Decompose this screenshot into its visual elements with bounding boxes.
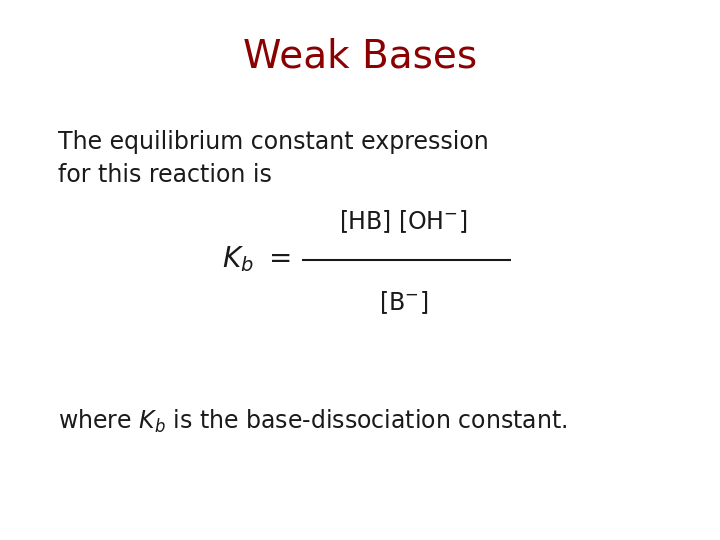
Text: Weak Bases: Weak Bases: [243, 38, 477, 76]
Text: where $K_b$ is the base-dissociation constant.: where $K_b$ is the base-dissociation con…: [58, 408, 567, 435]
Text: The equilibrium constant expression
for this reaction is: The equilibrium constant expression for …: [58, 130, 488, 187]
Text: [HB] [OH$^{\mathsf{-}}$]: [HB] [OH$^{\mathsf{-}}$]: [339, 208, 467, 235]
Text: =: =: [269, 245, 292, 273]
Text: $K_b$: $K_b$: [222, 244, 253, 274]
Text: [B$^{\mathsf{-}}$]: [B$^{\mathsf{-}}$]: [379, 289, 428, 316]
